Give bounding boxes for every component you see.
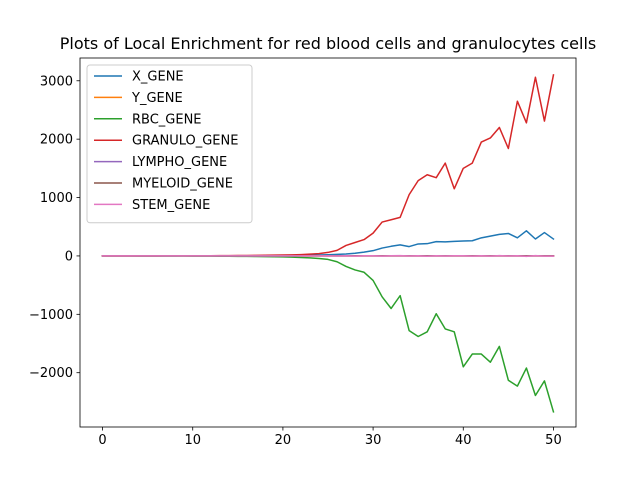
y-tick-label: −1000 xyxy=(29,308,73,323)
y-tick-label: 3000 xyxy=(40,74,73,89)
legend-label: LYMPHO_GENE xyxy=(132,155,227,170)
legend-label: X_GENE xyxy=(132,70,184,85)
plot-area: 0 10 20 30 40 50 −2000 −1000 0 1000 2000 3000 xyxy=(29,57,577,448)
legend-label: RBC_GENE xyxy=(132,112,202,127)
legend-label: MYELOID_GENE xyxy=(132,177,233,192)
y-tick-label: 1000 xyxy=(40,191,73,206)
legend-label: GRANULO_GENE xyxy=(132,134,238,149)
chart-title: Plots of Local Enrichment for red blood … xyxy=(60,34,596,53)
series-line-stem-gene xyxy=(101,254,555,258)
legend-label: STEM_GENE xyxy=(132,198,210,213)
y-tick-label: 0 xyxy=(65,249,73,264)
y-tick-label: 2000 xyxy=(40,133,73,148)
legend-box xyxy=(86,64,253,224)
x-tick-label: 10 xyxy=(184,433,201,448)
x-tick-label: 40 xyxy=(455,433,472,448)
x-tick-label: 20 xyxy=(275,433,292,448)
axes-frame xyxy=(79,57,577,428)
y-tick-label: −2000 xyxy=(29,366,73,381)
legend-label: Y_GENE xyxy=(131,91,183,106)
x-tick-label: 0 xyxy=(98,433,106,448)
legend: X_GENE Y_GENE RBC_GENE GRANULO_GENE LYMPHO_G… xyxy=(86,64,253,224)
x-tick-label: 50 xyxy=(545,433,562,448)
x-tick-label: 30 xyxy=(365,433,382,448)
